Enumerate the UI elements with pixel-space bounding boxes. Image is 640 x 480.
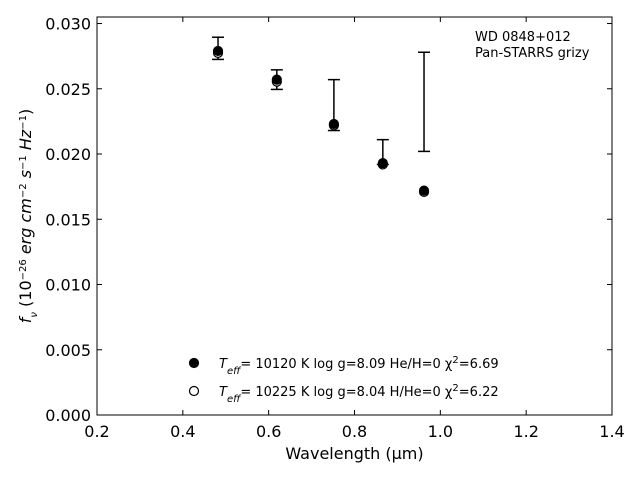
model-point-filled	[271, 74, 282, 85]
y-tick-label: 0.025	[45, 80, 91, 99]
y-tick-label: 0.005	[45, 341, 91, 360]
legend-label: Teff= 10120 K log g=8.09 He/H=0 χ2=6.69	[219, 355, 499, 377]
x-tick-label: 0.8	[342, 422, 367, 441]
legend-marker-filled	[188, 357, 200, 369]
model-point-filled	[212, 45, 224, 57]
y-tick-label: 0.010	[45, 276, 91, 295]
legend-label: Teff= 10225 K log g=8.04 H/He=0 χ2=6.22	[219, 383, 499, 405]
x-tick-label: 1.0	[428, 422, 453, 441]
annotation-object-name: WD 0848+012	[475, 30, 571, 45]
y-tick-label: 0.015	[45, 210, 91, 229]
model-point-filled	[377, 158, 388, 169]
x-tick-label: 0.4	[170, 422, 195, 441]
y-tick-label: 0.020	[45, 145, 91, 164]
x-tick-label: 0.6	[256, 422, 281, 441]
legend-marker-open	[188, 385, 200, 397]
points-layer	[212, 45, 430, 197]
y-axis-title: fν (10−26 erg cm−2 s−1 Hz−1)	[16, 109, 40, 324]
x-tick-label: 0.2	[84, 422, 109, 441]
x-tick-label: 1.4	[599, 422, 624, 441]
plot-frame	[96, 16, 613, 416]
model-point-filled	[328, 118, 339, 130]
y-tick-label: 0.030	[45, 15, 91, 34]
legend: Teff= 10120 K log g=8.09 He/H=0 χ2=6.69 T…	[188, 355, 499, 405]
x-axis-title: Wavelength (μm)	[285, 444, 423, 463]
errorbars-layer	[212, 36, 431, 166]
x-tick-label: 1.2	[513, 422, 538, 441]
y-tick-label: 0.000	[45, 406, 91, 425]
model-point-filled	[418, 185, 430, 196]
ticks-layer: 0.2 0.4 0.6 0.8 1.0 1.2 1.4 0.000 0.005 0.010 0.01…	[45, 15, 625, 441]
annotation-survey-name: Pan-STARRS grizy	[475, 46, 590, 61]
